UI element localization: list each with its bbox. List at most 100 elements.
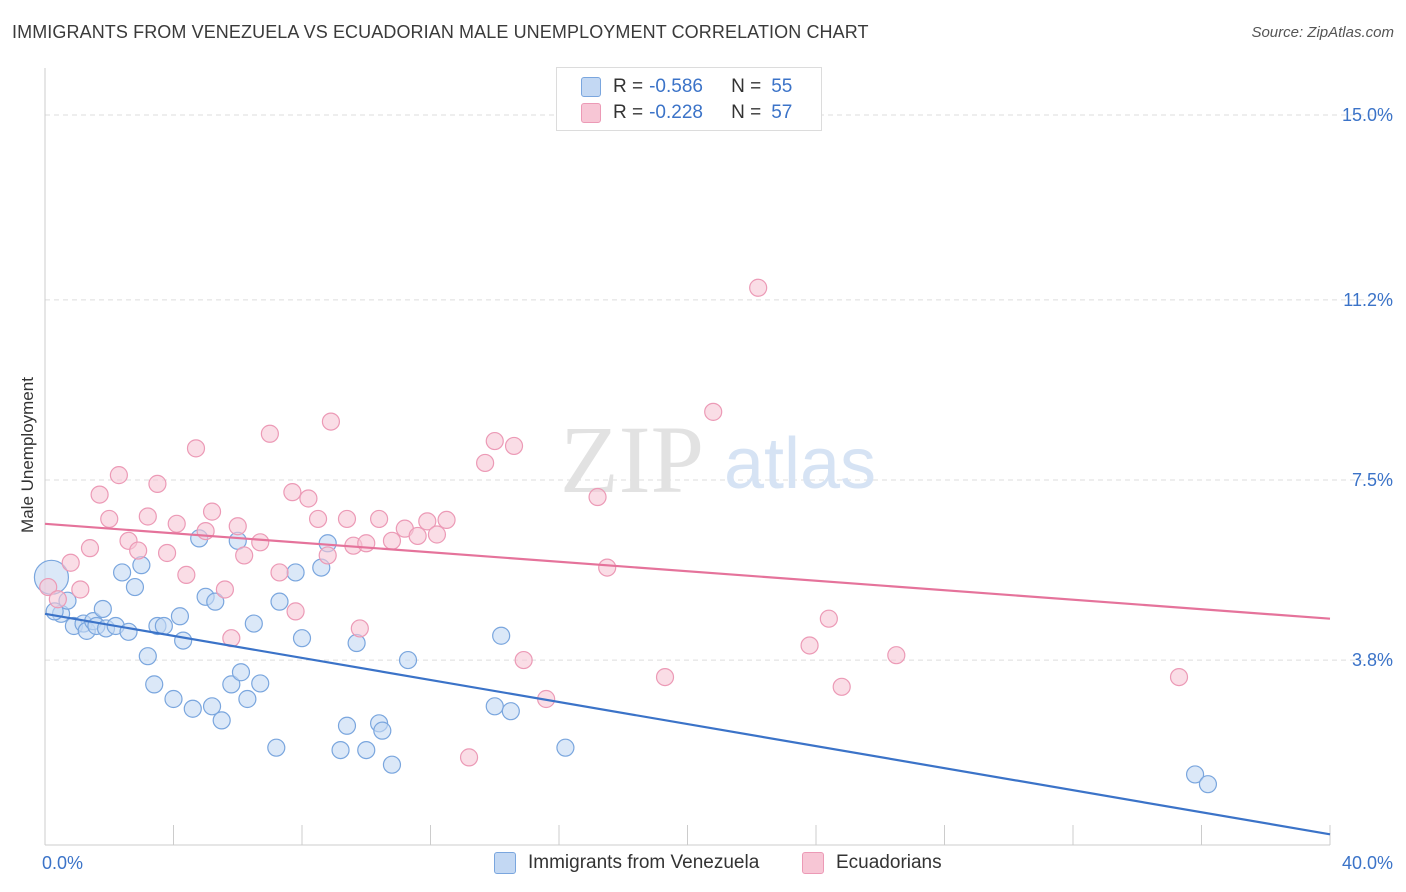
point-venezuela (398, 650, 418, 670)
point-ecuadorians (39, 577, 58, 597)
y-tick-label: 11.2% (1343, 290, 1393, 310)
point-ecuadorians (71, 580, 90, 599)
trend-line-ecuadorians (44, 522, 1331, 620)
point-ecuadorians (800, 636, 819, 655)
correlation-legend: R = -0.586 N = 55 R = -0.228 N = 57 (556, 67, 822, 131)
point-ecuadorians (148, 474, 167, 493)
point-ecuadorians (157, 543, 177, 563)
legend-r-label: R = (613, 76, 644, 97)
point-ecuadorians (202, 502, 222, 521)
point-ecuadorians (299, 489, 318, 508)
point-venezuela (119, 622, 138, 641)
point-venezuela (556, 738, 575, 757)
point-venezuela (1185, 765, 1205, 784)
point-venezuela (1198, 775, 1218, 794)
gridlines (45, 114, 1395, 661)
point-venezuela (164, 689, 183, 709)
point-ecuadorians (215, 580, 234, 599)
point-ecuadorians (308, 509, 328, 529)
point-ecuadorians (129, 541, 148, 560)
point-ecuadorians (186, 439, 206, 458)
point-venezuela (206, 592, 225, 611)
point-venezuela (492, 626, 511, 645)
point-ecuadorians (832, 677, 851, 696)
point-ecuadorians (321, 412, 341, 431)
point-ecuadorians (704, 402, 723, 421)
point-venezuela (292, 629, 312, 648)
legend-label-venezuela: Immigrants from Venezuela (528, 852, 760, 873)
point-venezuela (183, 699, 202, 718)
legend-row-ecuadorians: R = -0.228 N = 57 (581, 101, 792, 125)
point-venezuela (337, 716, 357, 735)
point-ecuadorians (235, 546, 254, 565)
point-ecuadorians (251, 533, 270, 552)
point-ecuadorians (80, 539, 100, 558)
point-venezuela (331, 740, 350, 760)
point-ecuadorians (1169, 667, 1189, 687)
y-tick-label: 15.0% (1342, 105, 1393, 125)
y-tick-label: 3.8% (1352, 650, 1393, 670)
point-venezuela (485, 697, 504, 716)
point-ecuadorians (177, 565, 196, 584)
legend-n-label: N = (731, 76, 762, 97)
point-venezuela (267, 738, 286, 757)
tick-labels: 3.8% 7.5% 11.2% 15.0% 0.0% 40.0% (42, 105, 1393, 873)
point-venezuela (112, 563, 132, 582)
point-venezuela (357, 740, 376, 760)
point-venezuela (373, 721, 392, 740)
point-ecuadorians (418, 512, 437, 531)
point-ecuadorians (48, 590, 67, 609)
point-venezuela (212, 711, 231, 730)
point-ecuadorians (887, 646, 906, 665)
point-ecuadorians (598, 558, 617, 577)
point-venezuela (202, 697, 222, 716)
point-venezuela (138, 647, 157, 666)
legend-n-value: 55 (771, 76, 793, 97)
legend-swatch-blue (581, 77, 601, 97)
series-legend: Immigrants from Venezuela Ecuadorians (0, 852, 1406, 878)
point-ecuadorians (337, 509, 357, 529)
point-ecuadorians (228, 517, 247, 536)
point-ecuadorians (655, 667, 675, 687)
legend-swatch-blue (494, 852, 516, 874)
x-tick-label: 40.0% (1342, 853, 1393, 873)
point-ecuadorians (260, 424, 279, 443)
point-ecuadorians (61, 553, 80, 572)
watermark-atlas: atlas (724, 424, 876, 504)
point-ecuadorians (283, 483, 302, 502)
source-label: Source: ZipAtlas.com (1251, 24, 1394, 41)
point-ecuadorians (819, 609, 838, 628)
point-venezuela (125, 577, 145, 597)
point-ecuadorians (459, 748, 479, 767)
point-ecuadorians (167, 514, 186, 533)
point-venezuela (238, 689, 257, 709)
legend-swatch-pink (581, 103, 601, 123)
point-ecuadorians (350, 619, 369, 638)
legend-n-label: N = (731, 102, 762, 123)
point-venezuela (382, 755, 402, 774)
point-ecuadorians (286, 602, 305, 621)
legend-r-label: R = (613, 102, 644, 123)
chart-title: IMMIGRANTS FROM VENEZUELA VS ECUADORIAN … (12, 22, 869, 42)
point-ecuadorians (100, 509, 119, 529)
point-venezuela (93, 599, 112, 619)
point-venezuela (154, 616, 173, 636)
point-ecuadorians (408, 526, 427, 546)
legend-n-value: 57 (771, 102, 793, 123)
point-venezuela (251, 674, 270, 693)
watermark: ZIP atlas (560, 406, 876, 513)
legend-item-ecuadorians[interactable]: Ecuadorians (802, 852, 942, 874)
point-venezuela (222, 675, 241, 694)
point-ecuadorians (514, 650, 533, 670)
x-tick-label: 0.0% (42, 853, 83, 873)
point-ecuadorians (370, 509, 389, 529)
point-ecuadorians (109, 466, 128, 485)
legend-label-ecuadorians: Ecuadorians (836, 852, 942, 873)
point-venezuela (170, 607, 190, 626)
legend-item-venezuela[interactable]: Immigrants from Venezuela (494, 852, 759, 874)
point-ecuadorians (427, 525, 447, 544)
point-venezuela (286, 563, 305, 582)
point-venezuela (270, 592, 289, 611)
data-points (33, 278, 1218, 794)
